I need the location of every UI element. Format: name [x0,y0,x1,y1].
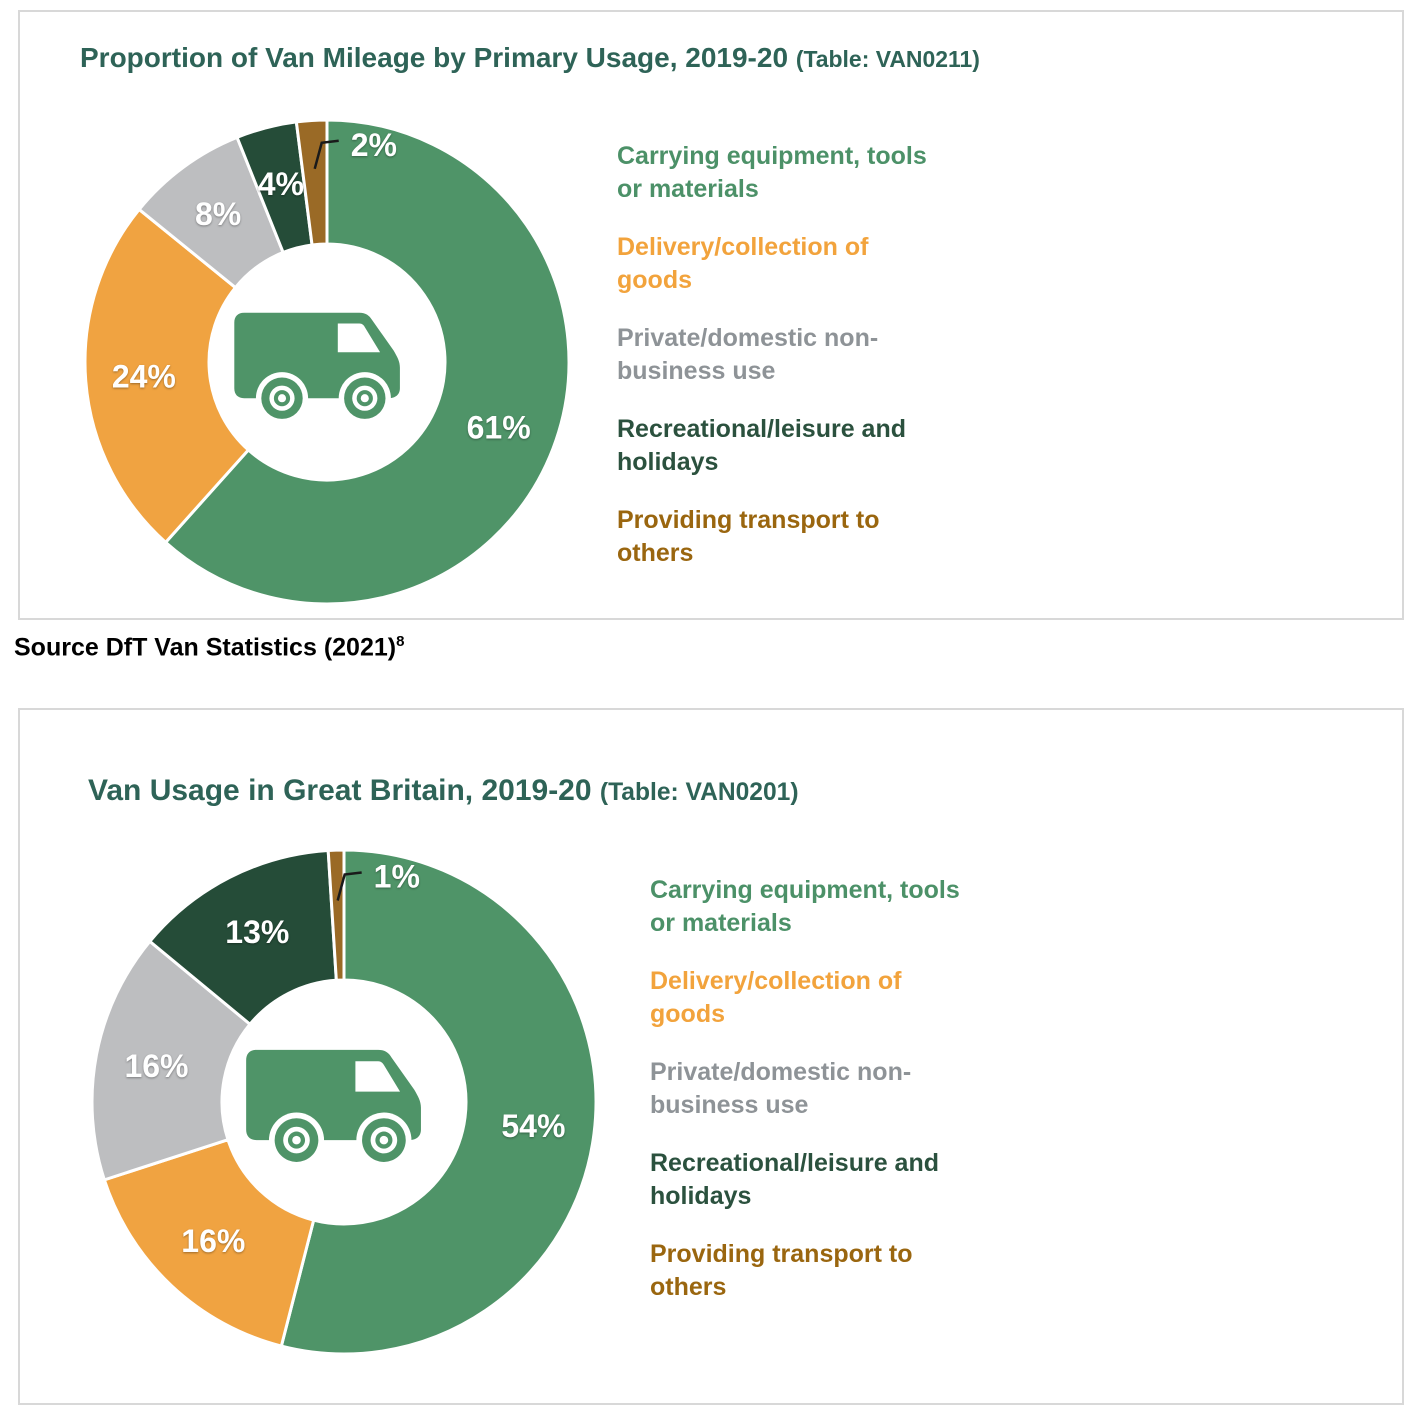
legend-item-carrying-equipment: Carrying equipment, tools or materials [617,142,927,203]
legend-item-delivery-collection: Delivery/collection of goods [617,233,869,294]
segment-percentage-label: 54% [501,1108,565,1144]
legend-item-recreational-leisure: Recreational/leisure and holidays [650,1149,940,1210]
segment-percentage-label: 4% [258,166,304,202]
van-usage-chart-panel: Van Usage in Great Britain, 2019-20 (Tab… [18,708,1404,1405]
legend-item-private-domestic: Private/domestic non- business use [617,324,879,385]
donut-segment [279,848,598,1356]
callout-line [336,871,362,901]
segment-percentage-label: 8% [195,196,241,232]
donut-segment [90,939,252,1182]
legend-item-carrying-equipment: Carrying equipment, tools or materials [650,876,960,937]
donut-chart-van-mileage: 61% 24% 8% 4% 2% [83,118,571,606]
segment-percentage-label: 61% [467,410,531,446]
segment-percentage-label: 24% [112,359,176,395]
donut-segment [83,207,250,544]
van-icon [234,312,400,425]
footnote-reference: 8 [396,633,405,650]
chart-title-table-ref: (Table: VAN0211) [795,46,980,72]
source-text: Source DfT Van Statistics (2021) [14,633,397,662]
segment-percentage-label: 1% [374,858,420,894]
segment-percentage-label: 2% [351,127,397,163]
chart-title-table-ref: (Table: VAN0201) [599,779,799,806]
legend-item-providing-transport: Providing transport to others [650,1240,913,1301]
chart-title-main: Van Usage in Great Britain, 2019-20 [88,774,592,807]
donut-segment [102,1138,316,1348]
legend-item-recreational-leisure: Recreational/leisure and holidays [617,415,907,476]
chart-title-main: Proportion of Van Mileage by Primary Usa… [80,42,789,73]
legend-item-providing-transport: Providing transport to others [617,506,880,567]
segment-percentage-label: 16% [181,1223,245,1259]
legend-item-private-domestic: Private/domestic non- business use [650,1058,912,1119]
legend-item-delivery-collection: Delivery/collection of goods [650,967,902,1028]
legend-van-usage: Carrying equipment, tools or materials D… [650,874,1050,1329]
donut-segment [326,848,346,982]
donut-segment [148,848,338,1026]
legend-van-mileage: Carrying equipment, tools or materials D… [617,140,1017,595]
donut-segment [164,118,571,606]
chart-title-van-mileage: Proportion of Van Mileage by Primary Usa… [80,42,980,74]
source-citation: Source DfT Van Statistics (2021)8 [14,633,404,662]
donut-chart-van-usage: 54% 16% 16% 13% 1% [90,848,598,1356]
segment-percentage-label: 13% [225,914,289,950]
segment-percentage-label: 16% [124,1048,188,1084]
van-icon [246,1049,421,1168]
chart-title-van-usage: Van Usage in Great Britain, 2019-20 (Tab… [88,774,799,808]
callout-line [313,139,339,170]
van-mileage-chart-panel: Proportion of Van Mileage by Primary Usa… [18,10,1404,620]
